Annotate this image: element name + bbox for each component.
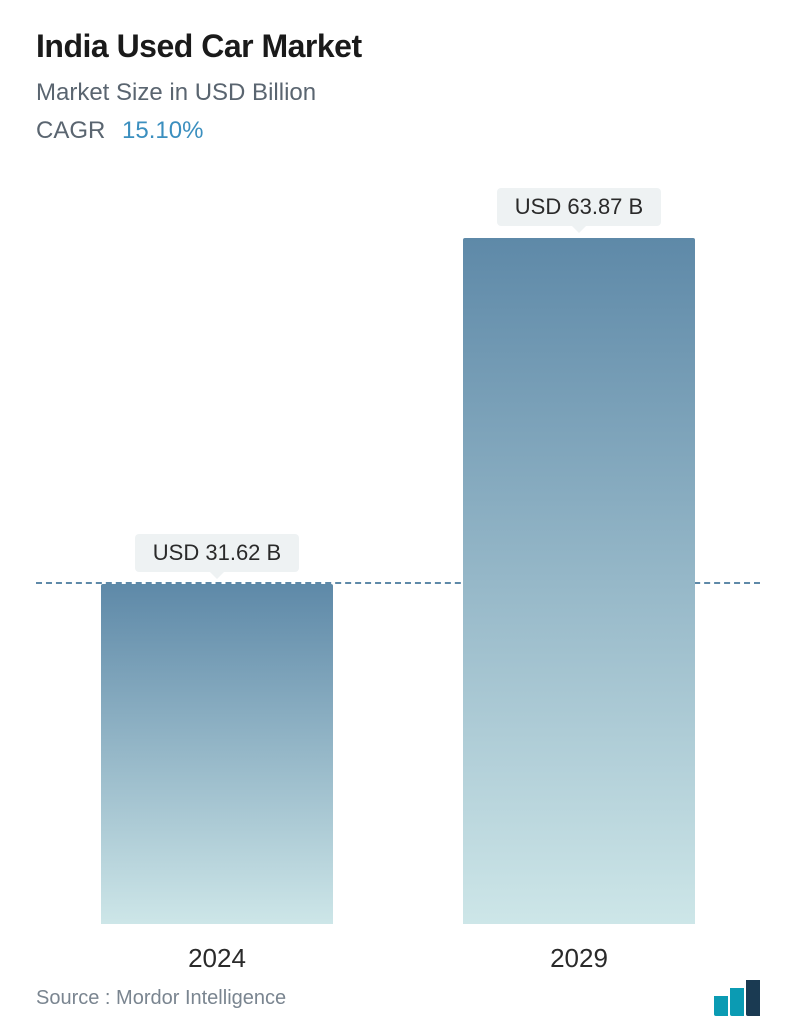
bars-row: USD 31.62 B USD 63.87 B <box>36 190 760 924</box>
chart-plot-area: USD 31.62 B USD 63.87 B <box>36 190 760 924</box>
bar-group-1: USD 63.87 B <box>429 188 729 924</box>
cagr-row: CAGR 15.10% <box>36 117 760 145</box>
logo-bar-1 <box>730 988 744 1016</box>
value-badge-1: USD 63.87 B <box>497 188 661 226</box>
x-axis-labels: 2024 2029 <box>36 943 760 974</box>
bar-group-0: USD 31.62 B <box>67 534 367 924</box>
chart-footer: Source : Mordor Intelligence <box>36 980 760 1016</box>
bar-0 <box>101 584 333 924</box>
chart-title: India Used Car Market <box>36 28 760 65</box>
logo-bar-2 <box>746 980 760 1016</box>
brand-logo-icon <box>714 980 760 1016</box>
x-label-0: 2024 <box>67 943 367 974</box>
cagr-value: 15.10% <box>122 117 203 144</box>
value-badge-0: USD 31.62 B <box>135 534 299 572</box>
logo-bar-0 <box>714 996 728 1016</box>
bar-1 <box>463 238 695 924</box>
chart-container: India Used Car Market Market Size in USD… <box>0 0 796 1034</box>
x-label-1: 2029 <box>429 943 729 974</box>
source-text: Source : Mordor Intelligence <box>36 987 286 1010</box>
cagr-label: CAGR <box>36 117 105 144</box>
chart-subtitle: Market Size in USD Billion <box>36 79 760 107</box>
